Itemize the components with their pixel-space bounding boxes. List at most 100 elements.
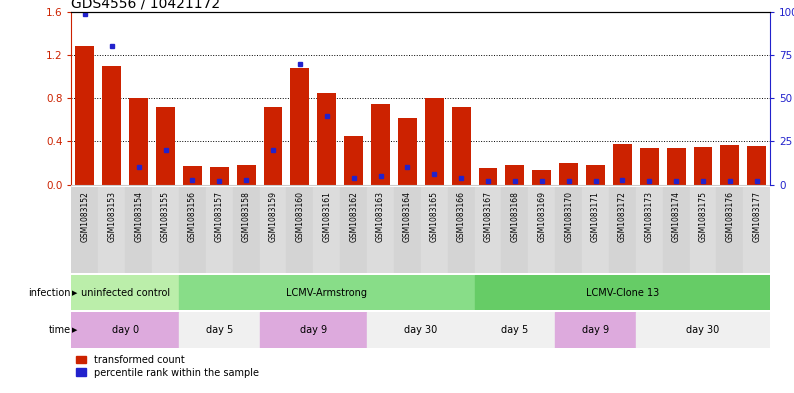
Text: GSM1083157: GSM1083157 <box>214 191 224 242</box>
Bar <box>71 275 179 310</box>
Bar <box>448 187 475 273</box>
Text: GSM1083153: GSM1083153 <box>107 191 116 242</box>
Bar <box>528 187 555 273</box>
Bar <box>152 187 179 273</box>
Bar <box>636 312 770 348</box>
Bar <box>367 187 394 273</box>
Bar <box>452 107 471 185</box>
Bar <box>636 187 663 273</box>
Bar <box>720 145 739 185</box>
Bar <box>689 187 716 273</box>
Text: LCMV-Clone 13: LCMV-Clone 13 <box>586 288 659 298</box>
Bar <box>502 187 528 273</box>
Bar <box>398 118 417 185</box>
Bar <box>475 275 770 310</box>
Bar <box>125 187 152 273</box>
Legend: transformed count, percentile rank within the sample: transformed count, percentile rank withi… <box>76 354 259 378</box>
Bar <box>640 148 659 185</box>
Bar <box>743 187 770 273</box>
Bar <box>532 169 551 185</box>
Text: GSM1083176: GSM1083176 <box>726 191 734 242</box>
Text: GSM1083163: GSM1083163 <box>376 191 385 242</box>
Bar <box>367 312 475 348</box>
Text: GSM1083161: GSM1083161 <box>322 191 331 242</box>
Text: time: time <box>48 325 71 335</box>
Bar <box>264 107 283 185</box>
Bar <box>586 165 605 185</box>
Text: GSM1083170: GSM1083170 <box>564 191 573 242</box>
Bar <box>609 187 636 273</box>
Bar <box>71 312 179 348</box>
Bar <box>747 146 766 185</box>
Text: day 9: day 9 <box>300 325 327 335</box>
Bar <box>102 66 121 185</box>
Text: GSM1083155: GSM1083155 <box>161 191 170 242</box>
Text: day 9: day 9 <box>582 325 609 335</box>
Bar <box>613 143 632 185</box>
Text: GSM1083164: GSM1083164 <box>403 191 412 242</box>
Bar <box>555 187 582 273</box>
Bar <box>371 104 390 185</box>
Text: ▶: ▶ <box>72 327 78 333</box>
Bar <box>206 187 233 273</box>
Bar <box>475 187 502 273</box>
Bar <box>555 312 636 348</box>
Text: GSM1083177: GSM1083177 <box>752 191 761 242</box>
Text: GSM1083173: GSM1083173 <box>645 191 653 242</box>
Bar <box>340 187 367 273</box>
Bar <box>394 187 421 273</box>
Bar <box>479 169 497 185</box>
Text: day 5: day 5 <box>501 325 529 335</box>
Text: uninfected control: uninfected control <box>81 288 170 298</box>
Text: GSM1083160: GSM1083160 <box>295 191 304 242</box>
Text: day 0: day 0 <box>112 325 139 335</box>
Bar <box>237 165 256 185</box>
Bar <box>260 312 367 348</box>
Text: GSM1083159: GSM1083159 <box>268 191 278 242</box>
Text: GSM1083158: GSM1083158 <box>241 191 251 242</box>
Bar <box>667 148 685 185</box>
Bar <box>314 187 340 273</box>
Text: ▶: ▶ <box>72 290 78 296</box>
Text: GSM1083167: GSM1083167 <box>484 191 492 242</box>
Bar <box>506 165 524 185</box>
Bar <box>71 187 98 273</box>
Text: GSM1083168: GSM1083168 <box>511 191 519 242</box>
Bar <box>75 46 94 185</box>
Bar <box>179 312 260 348</box>
Bar <box>559 163 578 185</box>
Text: GSM1083175: GSM1083175 <box>699 191 707 242</box>
Bar <box>179 187 206 273</box>
Bar <box>156 107 175 185</box>
Bar <box>421 187 448 273</box>
Bar <box>98 187 125 273</box>
Text: day 30: day 30 <box>686 325 719 335</box>
Text: GSM1083174: GSM1083174 <box>672 191 680 242</box>
Bar <box>582 187 609 273</box>
Bar <box>183 166 202 185</box>
Text: GSM1083166: GSM1083166 <box>457 191 465 242</box>
Bar <box>260 187 287 273</box>
Bar <box>129 98 148 185</box>
Bar <box>318 93 336 185</box>
Bar <box>694 147 712 185</box>
Bar <box>233 187 260 273</box>
Text: GSM1083165: GSM1083165 <box>430 191 439 242</box>
Text: infection: infection <box>28 288 71 298</box>
Text: GSM1083162: GSM1083162 <box>349 191 358 242</box>
Text: GDS4556 / 10421172: GDS4556 / 10421172 <box>71 0 221 11</box>
Text: GSM1083172: GSM1083172 <box>618 191 627 242</box>
Text: GSM1083156: GSM1083156 <box>188 191 197 242</box>
Text: GSM1083152: GSM1083152 <box>80 191 90 242</box>
Bar <box>716 187 743 273</box>
Bar <box>287 187 314 273</box>
Bar <box>475 312 555 348</box>
Bar <box>663 187 689 273</box>
Bar <box>291 68 310 185</box>
Text: GSM1083154: GSM1083154 <box>134 191 143 242</box>
Text: day 5: day 5 <box>206 325 233 335</box>
Bar <box>179 275 475 310</box>
Text: day 30: day 30 <box>404 325 437 335</box>
Text: LCMV-Armstrong: LCMV-Armstrong <box>287 288 368 298</box>
Bar <box>210 167 229 185</box>
